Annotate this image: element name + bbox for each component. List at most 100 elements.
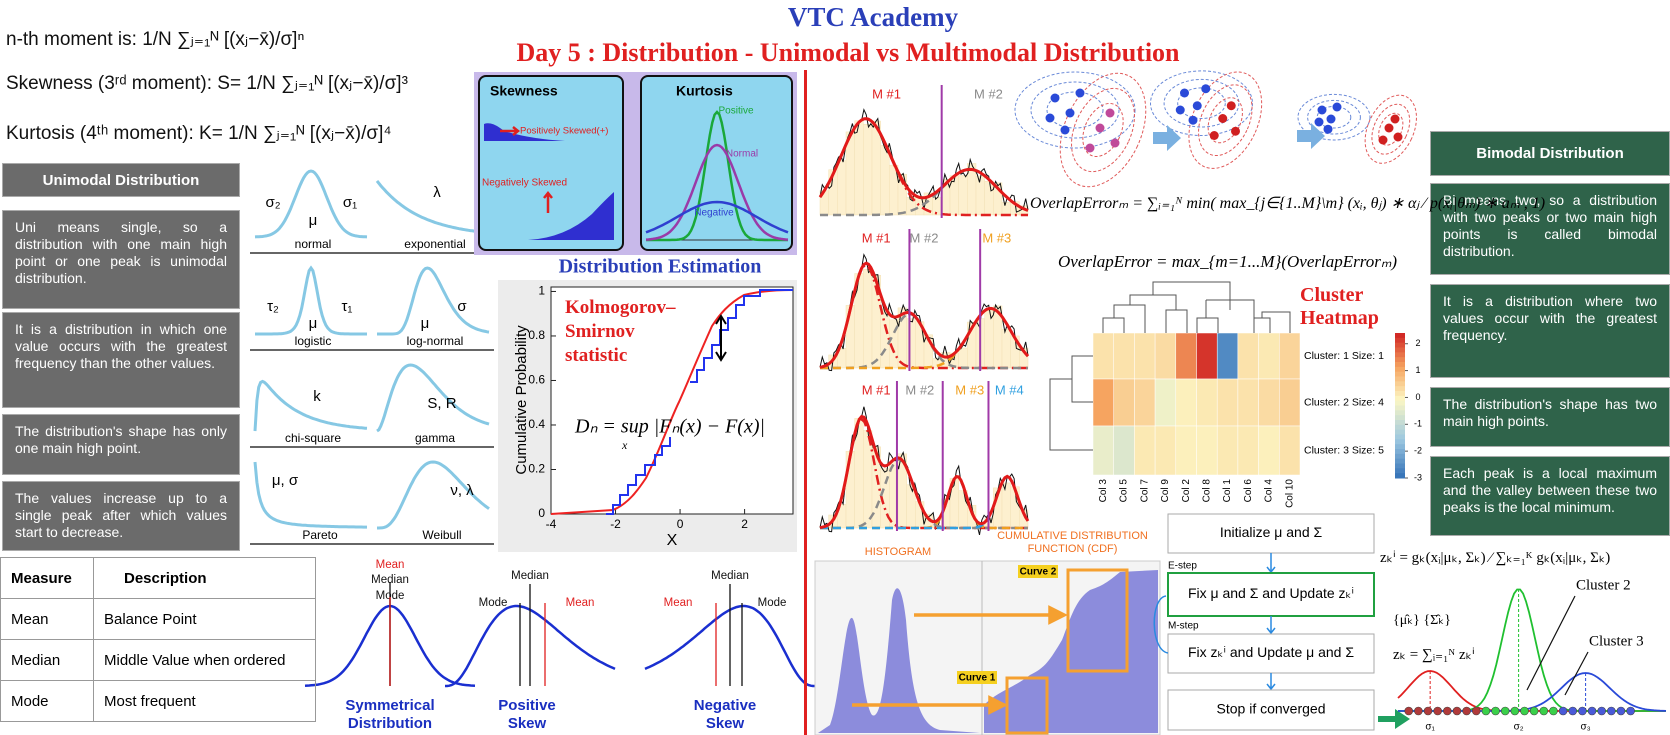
data-point [1578,706,1587,716]
sigma-label: σ₁ [1425,722,1435,733]
heat-cell [1196,378,1218,427]
hist-bar [984,181,994,216]
heat-cell [1237,378,1259,427]
data-point [1626,706,1635,716]
kurt-curve [646,110,788,242]
gmm-ellipse [1082,103,1124,157]
em-step: Fix zₖⁱ and Update μ and Σ [1188,644,1354,660]
col-label: Col 9 [1160,479,1171,503]
center-label: Median [511,570,549,582]
row-label: Cluster: 2 Size: 4 [1304,396,1384,408]
dist-curve [254,169,368,239]
table-cell: Median [0,639,94,681]
heat-cell [1196,425,1218,476]
gmm-point [1188,115,1198,125]
gmm-point [1332,102,1342,112]
measure-table: Measure Description Mean Balance Point Med… [0,557,316,722]
gmm-point [1390,114,1400,124]
data-point [1491,706,1500,716]
cluster-label: Cluster 3 [1589,633,1644,649]
gmm-ellipse [1307,99,1361,135]
heat-cell [1175,332,1197,380]
unimodal-point: It is a distribution in which one value … [2,312,240,408]
hist-bar [932,358,942,369]
hist-bar [1001,482,1011,529]
skew-caption: Negative Skew [693,697,757,732]
dist-name: exponential [404,237,465,251]
col-label: Col 3 [1098,479,1109,503]
dist-param: S, R [427,395,456,412]
heat-cell [1154,332,1177,380]
hist-bar [993,182,1003,216]
mixture-fit [818,117,1029,212]
center-label: Mode [758,597,787,609]
dist-param: μ, σ [272,472,299,489]
dist-name: Pareto [302,528,338,542]
sigma-label: σ₂ [1514,722,1524,733]
gmm-point [1180,88,1189,98]
data-point [1520,706,1529,716]
dist-curve [253,379,368,432]
mixture-fit [819,261,1030,369]
heat-cell [1092,378,1114,427]
row-label: Cluster: 3 Size: 5 [1304,444,1384,456]
ks-formula: Dₙ = sup |Fₙ(x) − F(x)| [574,416,765,438]
table-cell: Mode [0,680,94,722]
dendrogram [1102,281,1291,333]
ks-formula-sub: x [621,438,628,452]
data-point [1471,706,1481,716]
component [820,168,1029,217]
x-axis-label: X [667,532,678,549]
gmm-point [1105,108,1115,118]
gmm-ellipse [1163,78,1240,128]
estimation-title: Distribution Estimation [559,256,762,278]
colorbar-step [1395,395,1405,402]
gmm-point [1384,123,1394,133]
unimodal-point: The distribution's shape has only one ma… [2,414,240,475]
gmm-point [1378,135,1388,145]
dist-param: ν, λ [450,482,474,499]
center-label: Mode [479,597,508,609]
flow-arrow [1153,125,1181,151]
hist-label: HISTOGRAM [865,546,931,558]
em-zk: zₖ = ∑ᵢ₌₁ᴺ zₖⁱ [1393,647,1475,663]
heat-cell [1216,378,1239,427]
dist-name: log-normal [407,334,464,348]
colorbar-step [1395,386,1405,392]
gmm-ellipse [1014,71,1136,149]
gmm-point [1317,105,1327,115]
dist-name: logistic [295,334,332,348]
data-point [1607,706,1616,716]
ks-arrow [715,314,727,362]
colorbar-step [1395,352,1405,358]
em-step: Stop if converged [1217,701,1326,717]
ecdf-steps [606,289,793,515]
kurt-label: Normal [726,149,758,160]
hist-bar [958,347,968,369]
heatmap-title: Cluster Heatmap [1300,284,1379,329]
gmm-ellipse [1297,93,1371,141]
bimodal-point: It is a distribution where two values oc… [1430,284,1670,378]
data-point [1443,706,1452,716]
colorbar-label: 1 [1415,365,1420,375]
col-label: Col 6 [1243,479,1254,503]
pos-skew-shape [484,123,565,141]
data-point [1481,706,1491,716]
gmm-point [1095,123,1105,133]
title: VTC Academy [788,2,959,32]
curve-tag-label: Curve 1 [959,673,996,684]
heat-cell [1279,425,1301,476]
data-point [1568,706,1578,716]
heat-cell [1237,425,1259,476]
colorbar-step [1395,415,1405,421]
bimodal-point: Each peak is a local maximum and the val… [1430,456,1670,536]
heat-cell [1175,378,1197,427]
colorbar-label: -1 [1414,419,1422,429]
colorbar-step [1395,337,1405,344]
hist-bar [958,175,968,216]
colorbar-step [1395,468,1405,474]
gmm-ellipse [1046,91,1104,129]
heat-cell [1134,332,1156,380]
gmm-point [1323,124,1333,134]
dist-param: τ₁ [342,298,353,315]
